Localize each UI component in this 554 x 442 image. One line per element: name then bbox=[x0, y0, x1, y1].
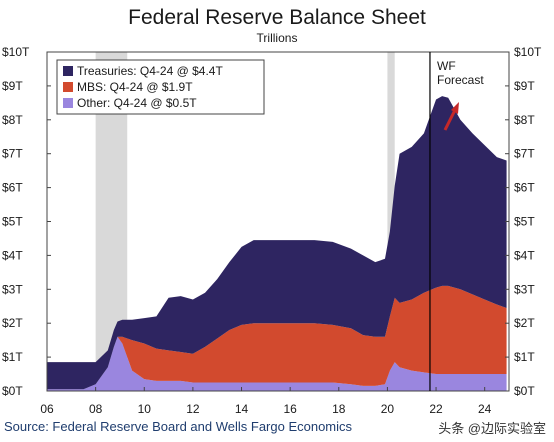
y-tick-label-right-2: $2T bbox=[514, 316, 535, 330]
y-tick-label-left-0: $0T bbox=[2, 384, 23, 398]
y-tick-label-right-9: $9T bbox=[514, 79, 535, 93]
y-tick-label-left-2: $2T bbox=[2, 316, 23, 330]
chart-subtitle: Trillions bbox=[256, 31, 298, 45]
y-tick-label-left-5: $5T bbox=[2, 215, 23, 229]
y-tick-label-left-4: $4T bbox=[2, 248, 23, 262]
legend-entry-3: Other: Q4-24 @ $0.5T bbox=[77, 96, 197, 110]
y-tick-label-left-8: $8T bbox=[2, 113, 23, 127]
x-tick-label-2014: 14 bbox=[235, 402, 249, 416]
y-tick-label-left-3: $3T bbox=[2, 282, 23, 296]
legend-entry-2: MBS: Q4-24 @ $1.9T bbox=[77, 80, 193, 94]
y-tick-label-left-1: $1T bbox=[2, 350, 23, 364]
y-tick-label-right-4: $4T bbox=[514, 248, 535, 262]
x-tick-label-2012: 12 bbox=[186, 402, 200, 416]
source-note: Source: Federal Reserve Board and Wells … bbox=[4, 419, 353, 434]
legend-entry-1: Treasuries: Q4-24 @ $4.4T bbox=[77, 64, 223, 78]
series-area-other bbox=[47, 336, 507, 391]
series-area-treasuries bbox=[47, 96, 507, 390]
y-tick-label-left-10: $10T bbox=[2, 45, 30, 59]
watermark: 头条 @边际实验室 bbox=[438, 421, 546, 436]
legend-swatch-1 bbox=[63, 66, 73, 76]
forecast-arrow-shaft bbox=[443, 109, 457, 131]
y-tick-label-right-1: $1T bbox=[514, 350, 535, 364]
chart-title: Federal Reserve Balance Sheet bbox=[128, 6, 426, 29]
x-tick-label-2006: 06 bbox=[40, 402, 54, 416]
y-tick-label-right-3: $3T bbox=[514, 282, 535, 296]
forecast-arrow-head bbox=[451, 102, 459, 114]
y-tick-label-left-9: $9T bbox=[2, 79, 23, 93]
y-tick-label-right-7: $7T bbox=[514, 147, 535, 161]
x-tick-label-2010: 10 bbox=[138, 402, 152, 416]
x-tick-label-2022: 22 bbox=[429, 402, 443, 416]
y-tick-label-right-8: $8T bbox=[514, 113, 535, 127]
y-tick-label-right-10: $10T bbox=[514, 45, 542, 59]
legend-box bbox=[56, 59, 265, 115]
y-tick-label-right-0: $0T bbox=[514, 384, 535, 398]
x-tick-label-2018: 18 bbox=[332, 402, 346, 416]
forecast-label-line-1: WF bbox=[437, 59, 456, 73]
legend-swatch-2 bbox=[63, 82, 73, 92]
x-tick-label-2020: 20 bbox=[381, 402, 395, 416]
legend-swatch-3 bbox=[63, 98, 73, 108]
x-tick-label-2008: 08 bbox=[89, 402, 103, 416]
x-tick-label-2016: 16 bbox=[283, 402, 297, 416]
y-tick-label-right-6: $6T bbox=[514, 181, 535, 195]
y-tick-label-right-5: $5T bbox=[514, 215, 535, 229]
series-area-mbs bbox=[47, 285, 507, 390]
forecast-label-line-2: Forecast bbox=[437, 73, 484, 87]
y-tick-label-left-6: $6T bbox=[2, 181, 23, 195]
x-tick-label-2024: 24 bbox=[478, 402, 492, 416]
y-tick-label-left-7: $7T bbox=[2, 147, 23, 161]
